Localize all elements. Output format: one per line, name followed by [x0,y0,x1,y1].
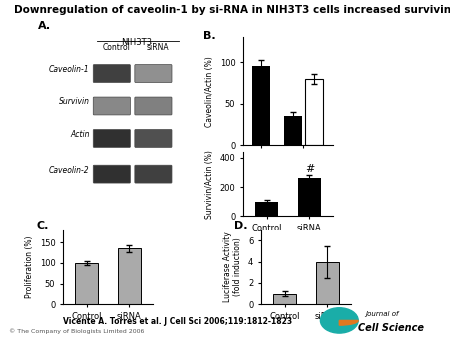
Text: Survivin: Survivin [58,97,90,106]
Text: C.: C. [36,221,49,231]
FancyBboxPatch shape [135,65,172,82]
Bar [284,116,302,145]
Y-axis label: Caveolin/Actin (%): Caveolin/Actin (%) [205,56,214,127]
Text: © The Company of Biologists Limited 2006: © The Company of Biologists Limited 2006 [9,328,144,334]
Text: Actin: Actin [70,130,90,139]
Bar [315,262,339,304]
Bar [117,248,141,304]
FancyBboxPatch shape [135,97,172,115]
FancyBboxPatch shape [135,129,172,147]
Text: Cell Science: Cell Science [358,323,424,333]
Bar [273,294,297,304]
FancyBboxPatch shape [93,65,130,82]
Bar [255,202,279,216]
Text: Caveolin-1: Caveolin-1 [49,65,90,74]
Text: siRNA: siRNA [147,43,169,52]
Text: Caveolin-2: Caveolin-2 [49,166,90,175]
Y-axis label: Luciferase Activity
(fold induction): Luciferase Activity (fold induction) [223,232,243,303]
Bar [75,263,99,304]
Text: #: # [305,164,314,174]
Bar [305,79,323,145]
Bar [297,178,321,216]
Text: D.: D. [234,221,248,231]
Text: Control: Control [102,43,130,52]
Bar [252,66,270,145]
Text: NIH3T3: NIH3T3 [122,38,153,47]
Text: B.: B. [202,31,215,41]
FancyBboxPatch shape [93,165,130,183]
FancyBboxPatch shape [93,129,130,147]
Text: *: * [290,123,296,133]
Wedge shape [339,320,358,325]
Y-axis label: Survivin/Actin (%): Survivin/Actin (%) [205,150,214,219]
Text: Vicente A. Torres et al. J Cell Sci 2006;119:1812-1823: Vicente A. Torres et al. J Cell Sci 2006… [63,317,292,326]
Ellipse shape [320,308,358,333]
FancyBboxPatch shape [93,97,130,115]
Text: Journal of: Journal of [365,311,398,317]
Text: A.: A. [37,21,51,30]
Text: Downregulation of caveolin-1 by si-RNA in NIH3T3 cells increased survivin expres: Downregulation of caveolin-1 by si-RNA i… [14,5,450,15]
Y-axis label: Proliferation (%): Proliferation (%) [25,236,34,298]
FancyBboxPatch shape [135,165,172,183]
